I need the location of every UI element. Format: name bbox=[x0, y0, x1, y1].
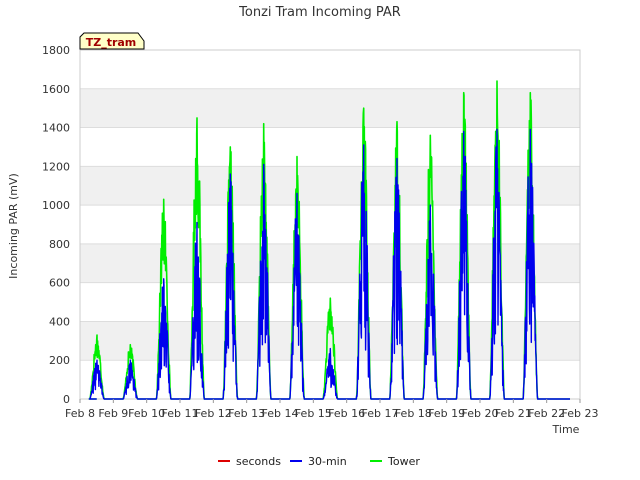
y-tick-label: 800 bbox=[49, 238, 70, 251]
y-tick-label: 1000 bbox=[42, 199, 70, 212]
y-tick-label: 200 bbox=[49, 354, 70, 367]
site-tag-box bbox=[79, 32, 145, 50]
chart-title: Tonzi Tram Incoming PAR bbox=[238, 5, 401, 20]
site-tag: TZ_tram bbox=[79, 32, 145, 50]
grid-band bbox=[80, 166, 580, 206]
x-tick-label: Feb 21 bbox=[495, 407, 532, 420]
legend-label-30-min: 30-min bbox=[308, 455, 347, 468]
legend: seconds 30-min Tower bbox=[218, 455, 420, 468]
x-tick-label: Feb 11 bbox=[162, 407, 199, 420]
legend-label-tower: Tower bbox=[387, 455, 420, 468]
y-axis-ticks: 0 200 400 600 800 1000 1200 1400 1600 1800 bbox=[42, 44, 70, 406]
y-tick-label: 1200 bbox=[42, 160, 70, 173]
legend-label-seconds: seconds bbox=[236, 455, 281, 468]
x-tick-label: Feb 9 bbox=[98, 407, 128, 420]
x-tick-label: Feb 16 bbox=[328, 407, 365, 420]
plot-frame bbox=[79, 49, 581, 400]
x-tick-label: Feb 17 bbox=[362, 407, 399, 420]
x-tick-label: Feb 13 bbox=[228, 407, 265, 420]
y-tick-label: 1400 bbox=[42, 122, 70, 135]
y-tick-label: 0 bbox=[63, 393, 70, 406]
x-tick-label: Feb 22 bbox=[528, 407, 565, 420]
x-tick-label: Feb 19 bbox=[428, 407, 465, 420]
x-tick-label: Feb 10 bbox=[128, 407, 165, 420]
y-tick-label: 1800 bbox=[42, 44, 70, 57]
x-tick-label: Feb 23 bbox=[562, 407, 599, 420]
site-tag-label: TZ_tram bbox=[86, 36, 137, 49]
x-tick-label: Feb 14 bbox=[262, 407, 299, 420]
x-tick-label: Feb 15 bbox=[295, 407, 332, 420]
y-tick-label: 600 bbox=[49, 277, 70, 290]
x-tick-label: Feb 20 bbox=[462, 407, 499, 420]
grid-band bbox=[80, 243, 580, 283]
x-tick-label: Feb 8 bbox=[65, 407, 95, 420]
x-tick-label: Feb 12 bbox=[195, 407, 232, 420]
x-tick-label: Feb 18 bbox=[395, 407, 432, 420]
y-tick-label: 400 bbox=[49, 315, 70, 328]
grid-band bbox=[80, 88, 580, 128]
y-axis-label: Incoming PAR (mV) bbox=[7, 173, 20, 279]
x-axis-label: Time bbox=[552, 423, 580, 436]
y-tick-label: 1600 bbox=[42, 83, 70, 96]
